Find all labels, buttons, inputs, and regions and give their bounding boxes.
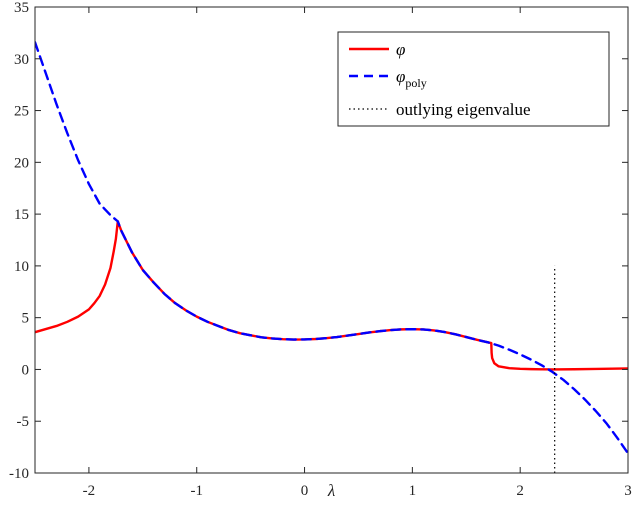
x-tick-label: 1	[409, 483, 417, 499]
y-tick-label: 0	[22, 362, 30, 378]
legend-label-phi: φ	[396, 40, 405, 59]
legend-box	[337, 31, 610, 127]
y-tick-label: 35	[14, 0, 29, 16]
y-tick-label: -10	[9, 466, 29, 482]
series-line-phi-poly	[35, 41, 628, 455]
y-tick-label: 20	[14, 155, 29, 171]
y-tick-label: 15	[14, 207, 29, 223]
x-tick-label: -1	[190, 483, 203, 499]
y-tick-label: -5	[17, 414, 30, 430]
axes-box	[34, 6, 629, 474]
y-tick-label: 25	[14, 104, 29, 120]
legend-label-outlying-eigenvalue-main: outlying eigenvalue	[396, 100, 531, 119]
x-axis-label: λ	[327, 481, 335, 500]
x-tick-label: 2	[516, 483, 524, 499]
legend-label-phi-poly-main: φ	[396, 67, 405, 86]
legend-label-phi-poly-sub: poly	[405, 76, 426, 90]
x-tick-label: -2	[83, 483, 96, 499]
y-tick-label: 10	[14, 259, 29, 275]
y-tick-label: 5	[22, 311, 30, 327]
legend-label-phi-poly: φpoly	[396, 67, 427, 90]
legend-label-phi-main: φ	[396, 40, 405, 59]
y-tick-label: 30	[14, 52, 29, 68]
x-tick-label: 0	[301, 483, 309, 499]
x-tick-label: 3	[624, 483, 632, 499]
legend-label-outlying-eigenvalue: outlying eigenvalue	[396, 100, 531, 119]
legend: φ φpoly outlying eigenvalue	[337, 31, 610, 127]
plot-layer	[35, 41, 628, 473]
